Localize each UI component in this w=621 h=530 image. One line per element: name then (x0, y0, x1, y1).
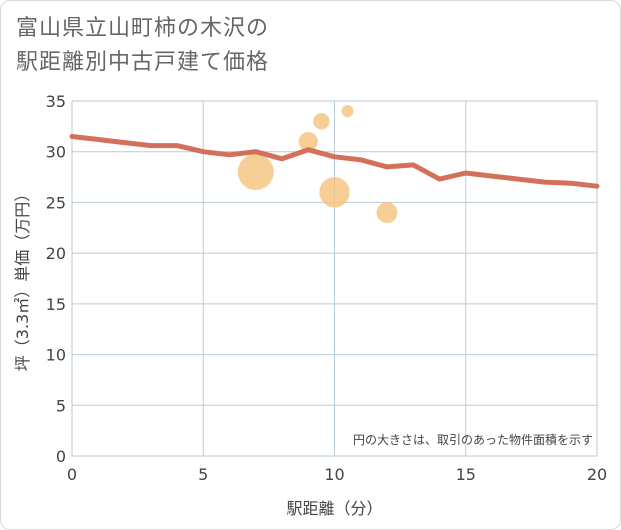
chart-title-line1: 富山県立山町柿の木沢の (16, 16, 270, 41)
y-tick-label: 0 (56, 447, 66, 466)
bubble-point (237, 154, 274, 190)
y-tick-label: 35 (46, 92, 66, 111)
bubble-point (319, 177, 350, 208)
y-tick-label: 20 (46, 244, 66, 263)
bubble-point (376, 202, 398, 224)
y-tick-label: 5 (56, 396, 66, 415)
x-tick-label: 20 (587, 465, 607, 484)
bubble-point (313, 113, 330, 130)
y-axis-ticks: 0 5 10 15 20 25 30 35 (46, 92, 66, 466)
x-tick-label: 0 (67, 465, 77, 484)
chart-title-line2: 駅距離別中古戸建て価格 (16, 50, 270, 75)
y-tick-label: 15 (46, 295, 66, 314)
x-axis-ticks: 0 5 10 15 20 (67, 465, 607, 484)
bubble-point (341, 105, 354, 118)
x-tick-label: 15 (456, 465, 476, 484)
y-tick-label: 10 (46, 346, 66, 365)
chart-title: 富山県立山町柿の木沢の 駅距離別中古戸建て価格 (16, 12, 269, 80)
y-axis-label: 坪（3.3㎡）単価（万円） (13, 186, 32, 371)
price-trend-line (69, 134, 600, 189)
x-axis-label: 駅距離（分） (286, 499, 382, 518)
grid-lines (71, 100, 598, 457)
x-tick-label: 10 (324, 465, 344, 484)
y-tick-label: 25 (46, 193, 66, 212)
x-tick-label: 5 (198, 465, 208, 484)
bubble-size-note: 円の大きさは、取引のあった物件面積を示す (353, 432, 593, 447)
y-tick-label: 30 (46, 143, 66, 162)
bubble-series (237, 105, 398, 224)
bubble-point (298, 131, 318, 152)
